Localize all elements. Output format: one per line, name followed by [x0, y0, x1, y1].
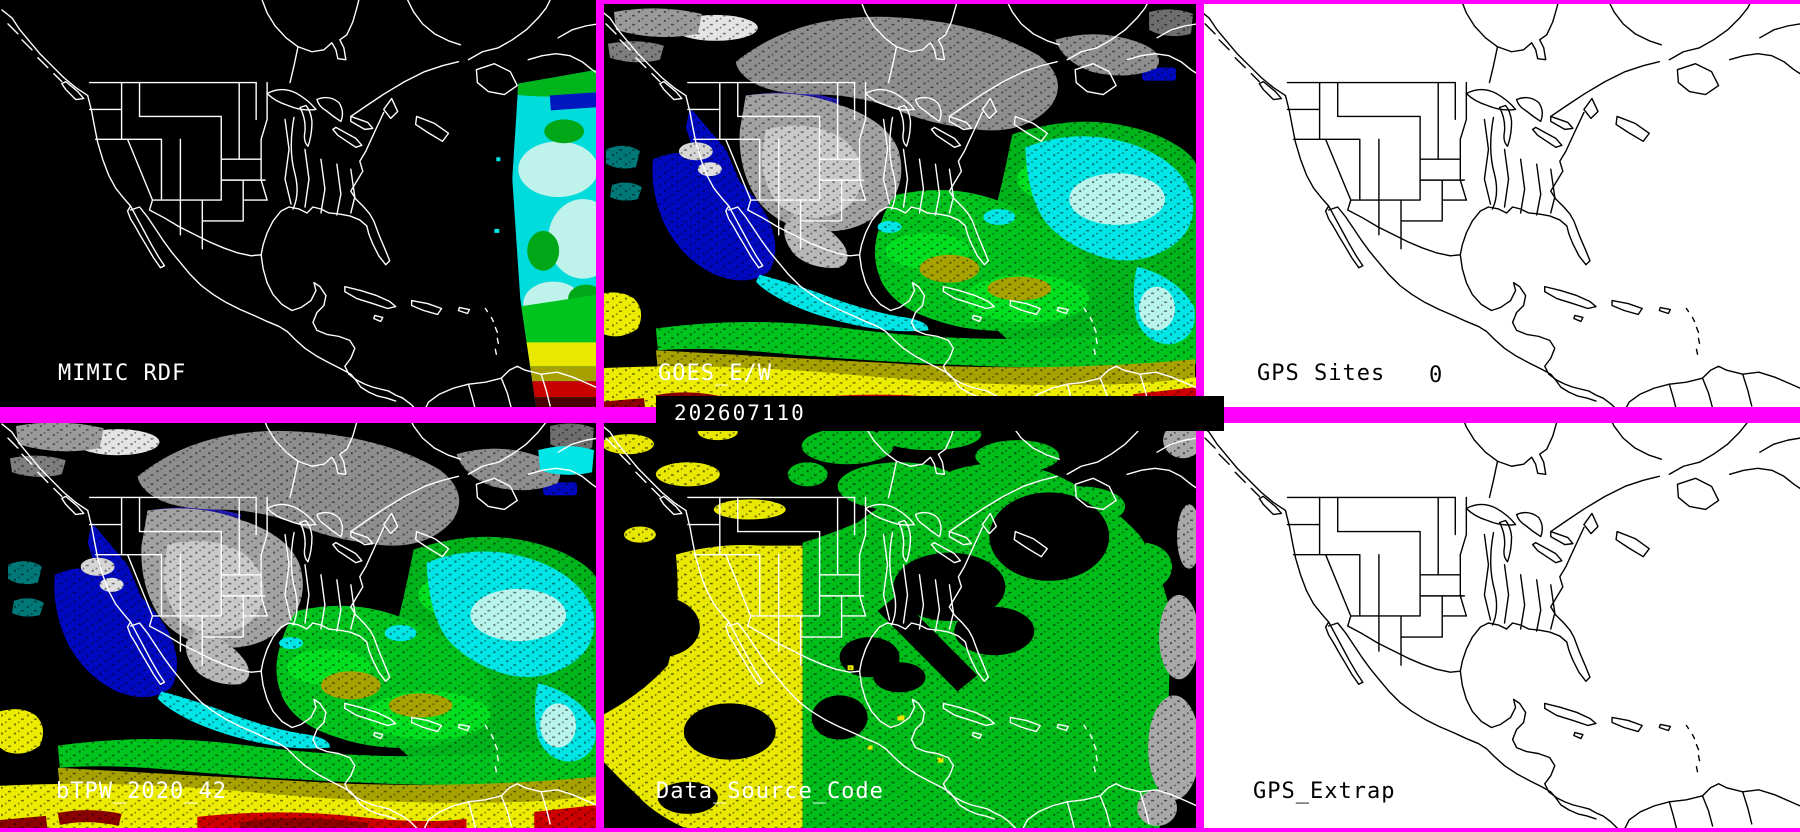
data-source-code-map-image: [598, 414, 1197, 832]
panel-label-btpw: bTPW_2020_42: [56, 779, 227, 804]
panel-label-mimic-rdf: MIMIC RDF: [58, 361, 187, 386]
panel-label-goes-ew: GOES_E/W: [658, 361, 772, 386]
panel-btpw: bTPW_2020_42: [0, 414, 598, 832]
panel-label-gps-sites: GPS Sites: [1257, 361, 1386, 386]
divider-top-edge: [598, 0, 1800, 4]
timestamp-text: 202607110: [674, 401, 806, 425]
goes-ew-map-image: [598, 0, 1197, 414]
timestamp-bar: 202607110: [656, 396, 1224, 431]
panel-label-gps-extrap: GPS_Extrap: [1253, 779, 1396, 804]
gps-sites-map-image: [1197, 0, 1800, 414]
panel-goes-ew: GOES_E/W: [598, 0, 1197, 414]
gps-extrap-map-image: [1197, 414, 1800, 832]
panel-gps-sites: GPS Sites 0: [1197, 0, 1800, 414]
panel-gps-extrap: GPS_Extrap: [1197, 414, 1800, 832]
panel-label-data-source-code: Data_Source_Code: [656, 779, 884, 804]
gps-sites-count: 0: [1429, 363, 1443, 388]
divider-bottom-edge: [0, 828, 1800, 832]
panel-mimic-rdf: MIMIC RDF: [0, 0, 598, 414]
btpw-map-image: [0, 414, 598, 832]
panel-data-source-code: Data_Source_Code: [598, 414, 1197, 832]
mimic-rdf-map-image: [0, 0, 598, 414]
